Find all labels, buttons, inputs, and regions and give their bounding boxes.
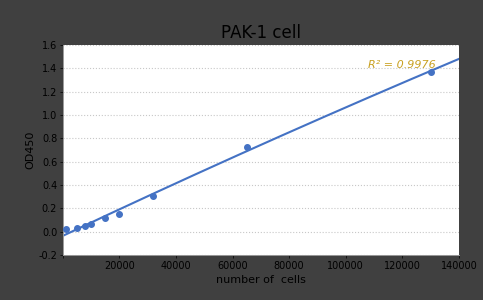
Text: R² = 0.9976: R² = 0.9976 xyxy=(369,60,436,70)
Y-axis label: OD450: OD450 xyxy=(26,131,36,169)
Title: PAK-1 cell: PAK-1 cell xyxy=(221,24,301,42)
X-axis label: number of  cells: number of cells xyxy=(216,275,306,285)
